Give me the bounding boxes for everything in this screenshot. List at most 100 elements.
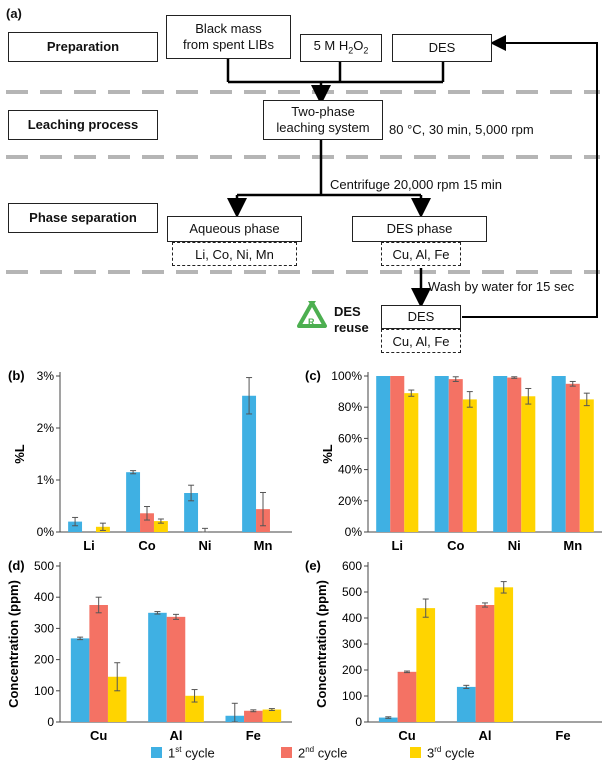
flow-lines [6, 35, 600, 328]
stage-leaching: Leaching process [8, 110, 158, 140]
two-phase-box: Two-phase leaching system [263, 100, 383, 140]
black-mass-line2: from spent LIBs [182, 37, 275, 52]
bar-d-Fe-s3 [262, 709, 282, 722]
bar-e-Cu-s2 [397, 671, 417, 722]
des-final-box: DES [381, 305, 461, 329]
bar-e-Cu-s1 [378, 717, 398, 722]
recycle-icon [297, 301, 327, 328]
bar-c-Mn-s1 [551, 376, 566, 532]
bar-e-Al-s3 [494, 587, 514, 722]
bar-b-Co-s3 [153, 521, 168, 532]
stage-preparation: Preparation [8, 32, 158, 62]
bar-b-Co-s2 [140, 513, 154, 532]
des-reuse-line1: DES [334, 304, 361, 319]
leaching-conditions: 80 °C, 30 min, 5,000 rpm [389, 122, 534, 137]
bar-c-Mn-s3 [579, 399, 594, 532]
panel-label-c: (c) [305, 368, 321, 383]
h2o2-label: 5 M H2O2 [313, 37, 369, 56]
legend-3rd-cycle: 3rd cycle [410, 745, 475, 760]
bar-c-Ni-s1 [493, 376, 508, 532]
legend-label-3: 3rd cycle [427, 745, 475, 761]
des-phase-metals: Cu, Al, Fe [381, 242, 461, 266]
bar-c-Li-s3 [404, 393, 419, 532]
y-tick-label-e: 500 [342, 585, 362, 599]
x-tick-label-d: Fe [246, 728, 261, 743]
des-phase-box: DES phase [352, 216, 487, 242]
bar-c-Ni-s3 [521, 396, 536, 532]
x-tick-label-c: Mn [563, 538, 582, 553]
bar-d-Al-s1 [148, 612, 167, 722]
bar-c-Li-s1 [376, 376, 391, 532]
x-tick-label-d: Al [170, 728, 183, 743]
two-phase-line2: leaching system [276, 120, 370, 135]
centrifuge-label: Centrifuge 20,000 rpm 15 min [330, 177, 502, 192]
x-tick-label-b: Li [83, 538, 95, 553]
y-tick-label-c: 100% [331, 369, 362, 383]
x-tick-label-d: Cu [90, 728, 107, 743]
bar-b-Li-s1 [68, 521, 83, 532]
bar-d-Cu-s1 [70, 638, 90, 722]
des-reuse-line2: reuse [334, 320, 369, 335]
x-tick-label-e: Cu [398, 728, 415, 743]
bar-c-Mn-s2 [565, 383, 580, 532]
legend-swatch-1 [151, 747, 162, 759]
legend-2nd-cycle: 2nd cycle [281, 745, 347, 760]
y-tick-label-b: 0% [37, 525, 55, 539]
y-tick-label-b: 3% [37, 369, 55, 383]
bar-d-Cu-s3 [107, 676, 127, 722]
y-axis-label-d: Concentration (ppm) [6, 580, 21, 708]
des-input-box: DES [392, 34, 492, 62]
y-tick-label-c: 40% [338, 463, 362, 477]
x-tick-label-b: Ni [199, 538, 212, 553]
panel-label-d: (d) [8, 558, 25, 573]
y-tick-label-e: 300 [342, 637, 362, 651]
x-tick-label-b: Mn [254, 538, 273, 553]
recycle-letter: R [308, 317, 315, 327]
x-tick-label-e: Al [479, 728, 492, 743]
aqueous-phase-box: Aqueous phase [167, 216, 302, 242]
legend-label-2: 2nd cycle [298, 745, 348, 761]
bar-d-Cu-s2 [89, 605, 108, 722]
x-tick-label-c: Co [447, 538, 464, 553]
panel-label-b: (b) [8, 368, 25, 383]
y-tick-label-c: 0% [345, 525, 363, 539]
y-tick-label-e: 600 [342, 559, 362, 573]
bar-d-Fe-s2 [244, 710, 263, 722]
y-tick-label-d: 500 [34, 559, 54, 573]
y-tick-label-d: 200 [34, 653, 54, 667]
x-tick-label-b: Co [138, 538, 155, 553]
bar-c-Co-s2 [448, 379, 463, 532]
black-mass-line1: Black mass [195, 21, 262, 36]
bar-d-Al-s3 [185, 695, 204, 722]
y-axis-label-b: %L [12, 444, 27, 464]
bar-b-Mn-s1 [242, 395, 257, 532]
bar-e-Al-s2 [475, 605, 495, 722]
bar-c-Li-s2 [390, 376, 405, 532]
wash-label: Wash by water for 15 sec [428, 279, 575, 294]
legend-label-1: 1st cycle [168, 745, 215, 761]
legend-1st-cycle: 1st cycle [151, 745, 215, 760]
x-tick-label-e: Fe [555, 728, 570, 743]
legend-swatch-2 [281, 747, 292, 759]
x-tick-label-c: Ni [508, 538, 521, 553]
y-tick-label-c: 20% [338, 494, 362, 508]
bar-c-Ni-s2 [507, 377, 522, 532]
y-tick-label-e: 200 [342, 663, 362, 677]
aqueous-metals: Li, Co, Ni, Mn [172, 242, 297, 266]
arrow-des-reuse [462, 35, 598, 318]
bar-b-Co-s1 [126, 472, 141, 532]
y-tick-label-e: 100 [342, 689, 362, 703]
y-tick-label-d: 0 [47, 715, 54, 729]
y-tick-label-b: 1% [37, 473, 55, 487]
x-tick-label-c: Li [391, 538, 403, 553]
h2o2-box: 5 M H2O2 [300, 34, 382, 62]
panel-label-a: (a) [6, 6, 22, 21]
two-phase-line1: Two-phase [291, 104, 355, 119]
y-tick-label-d: 400 [34, 590, 54, 604]
y-tick-label-c: 80% [338, 400, 362, 414]
bar-c-Co-s1 [434, 376, 449, 532]
bar-d-Al-s2 [166, 616, 186, 722]
bar-e-Al-s1 [456, 686, 476, 722]
des-final-metals: Cu, Al, Fe [381, 329, 461, 353]
